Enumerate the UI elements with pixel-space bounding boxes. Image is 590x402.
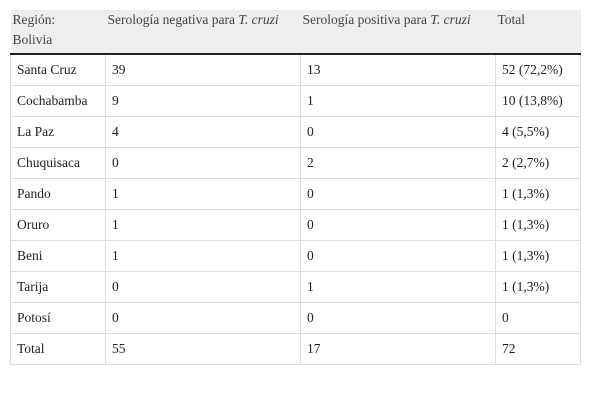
table-cell: 4: [105, 116, 301, 148]
table-cell: 39: [105, 53, 301, 86]
table-cell: Potosí: [10, 302, 106, 334]
header-row: Región: Bolivia Serología negativa para …: [10, 10, 581, 55]
table-row: Santa Cruz 39 13 52 (72,2%): [10, 53, 581, 86]
table-cell: 1: [300, 85, 496, 117]
table-row: Potosí 0 0 0: [10, 302, 581, 334]
table-cell: 52 (72,2%): [495, 53, 581, 86]
table-cell: Oruro: [10, 209, 106, 241]
table-row: La Paz 4 0 4 (5,5%): [10, 116, 581, 148]
header-cell: Región: Bolivia: [10, 10, 106, 55]
table-cell: 9: [105, 85, 301, 117]
table-cell: 17: [300, 333, 496, 365]
table-cell: 2: [300, 147, 496, 179]
header-text: Serología negativa para: [107, 12, 239, 27]
table-row: Oruro 1 0 1 (1,3%): [10, 209, 581, 241]
table-cell: 0: [105, 147, 301, 179]
table-cell: 0: [300, 209, 496, 241]
header-cell: Serología negativa para T. cruzi: [105, 10, 301, 55]
table-cell: 0: [300, 116, 496, 148]
table-cell: 0: [300, 302, 496, 334]
header-text: Total: [497, 12, 526, 27]
table-cell: 1 (1,3%): [495, 240, 581, 272]
table-cell: 0: [105, 302, 301, 334]
table-body: Santa Cruz 39 13 52 (72,2%) Cochabamba 9 1 10 (…: [10, 53, 581, 365]
table-cell: Total: [10, 333, 106, 365]
table-cell: 1: [300, 271, 496, 303]
table-cell: 1 (1,3%): [495, 209, 581, 241]
table-cell: 0: [495, 302, 581, 334]
table-row: Beni 1 0 1 (1,3%): [10, 240, 581, 272]
table-row: Chuquisaca 0 2 2 (2,7%): [10, 147, 581, 179]
table-cell: La Paz: [10, 116, 106, 148]
table-cell: 4 (5,5%): [495, 116, 581, 148]
table-cell: 1: [105, 178, 301, 210]
table-cell: Pando: [10, 178, 106, 210]
table-cell: 1 (1,3%): [495, 178, 581, 210]
table-cell: 10 (13,8%): [495, 85, 581, 117]
header-cell: Total: [495, 10, 581, 55]
header-italic: T. cruzi: [238, 12, 279, 27]
table-cell: 0: [105, 271, 301, 303]
table-cell: Beni: [10, 240, 106, 272]
header-cell: Serología positiva para T. cruzi: [300, 10, 496, 55]
table-cell: 0: [300, 178, 496, 210]
table-cell: Santa Cruz: [10, 53, 106, 86]
table-cell: 55: [105, 333, 301, 365]
table-cell: 1: [105, 209, 301, 241]
table-cell: Chuquisaca: [10, 147, 106, 179]
table-row: Tarija 0 1 1 (1,3%): [10, 271, 581, 303]
table-cell: 1 (1,3%): [495, 271, 581, 303]
table-cell: 72: [495, 333, 581, 365]
table-row: Total 55 17 72: [10, 333, 581, 365]
table-cell: 1: [105, 240, 301, 272]
table-row: Pando 1 0 1 (1,3%): [10, 178, 581, 210]
table-cell: 13: [300, 53, 496, 86]
data-table: Región: Bolivia Serología negativa para …: [10, 10, 581, 365]
table-cell: Tarija: [10, 271, 106, 303]
table-cell: 2 (2,7%): [495, 147, 581, 179]
header-italic: T. cruzi: [430, 12, 471, 27]
header-text: Región: Bolivia: [12, 12, 56, 47]
table-header: Región: Bolivia Serología negativa para …: [10, 10, 581, 55]
table-row: Cochabamba 9 1 10 (13,8%): [10, 85, 581, 117]
table-cell: 0: [300, 240, 496, 272]
table-cell: Cochabamba: [10, 85, 106, 117]
header-text: Serología positiva para: [302, 12, 431, 27]
